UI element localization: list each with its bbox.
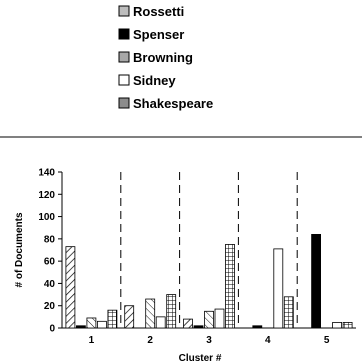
plot-area: 0 20 40 60 80 100 120 140 1 2 3 4 5 Cluster # # of Doc… — [14, 168, 356, 364]
legend-label-sidney: Sidney — [133, 73, 176, 88]
bar-spenser-cluster-4 — [252, 325, 263, 329]
y-tick-label: 0 — [49, 324, 55, 335]
legend-label-shakespeare: Shakespeare — [133, 96, 213, 111]
y-tick-label: 60 — [44, 257, 56, 268]
bar-browning-cluster-2 — [145, 298, 156, 329]
legend: Rossetti Spenser Browning Sidney Shakespeare — [118, 4, 213, 111]
bar-shakespeare-cluster-3 — [225, 244, 235, 329]
bar-rossetti-cluster-2 — [124, 305, 135, 329]
legend-swatch-spenser — [118, 28, 130, 40]
legend-label-browning: Browning — [133, 50, 193, 65]
bar-browning-cluster-3 — [204, 310, 214, 329]
legend-swatch-rossetti — [118, 5, 130, 17]
bar-shakespeare-cluster-5 — [342, 322, 353, 329]
bar-rossetti-cluster-1 — [65, 246, 76, 329]
bar-sidney-cluster-4 — [273, 248, 284, 329]
x-tick-label: 4 — [265, 335, 271, 346]
y-tick-label: 80 — [44, 234, 56, 245]
bar-spenser-cluster-5 — [311, 233, 322, 329]
x-tick-label: 2 — [147, 335, 153, 346]
x-tick-label: 3 — [206, 335, 212, 346]
legend-label-spenser: Spenser — [133, 27, 184, 42]
legend-swatch-browning — [118, 51, 130, 63]
y-tick-label: 120 — [38, 190, 55, 201]
x-tick-label: 1 — [89, 335, 95, 346]
y-axis-title: # of Documents — [14, 212, 25, 287]
bar-shakespeare-cluster-2 — [166, 294, 177, 329]
bar-sidney-cluster-2 — [155, 316, 166, 329]
y-tick-label: 100 — [38, 212, 55, 223]
y-tick-label: 140 — [38, 168, 55, 179]
bar-spenser-cluster-3 — [193, 325, 204, 329]
x-tick-label: 5 — [324, 335, 330, 346]
legend-swatch-sidney — [118, 74, 130, 86]
legend-swatch-shakespeare — [118, 97, 130, 109]
bar-sidney-cluster-1 — [97, 320, 107, 329]
bar-sidney-cluster-3 — [214, 308, 225, 329]
bar-browning-cluster-1 — [86, 317, 97, 329]
bar-shakespeare-cluster-1 — [107, 309, 118, 329]
bar-rossetti-cluster-3 — [183, 318, 193, 329]
bar-sidney-cluster-5 — [332, 322, 343, 329]
bar-shakespeare-cluster-4 — [283, 296, 294, 329]
bar-spenser-cluster-1 — [76, 325, 86, 329]
y-tick-label: 40 — [44, 279, 56, 290]
x-axis-title: Cluster # — [179, 353, 222, 364]
y-tick-label: 20 — [44, 301, 56, 312]
legend-label-rossetti: Rossetti — [133, 4, 184, 19]
